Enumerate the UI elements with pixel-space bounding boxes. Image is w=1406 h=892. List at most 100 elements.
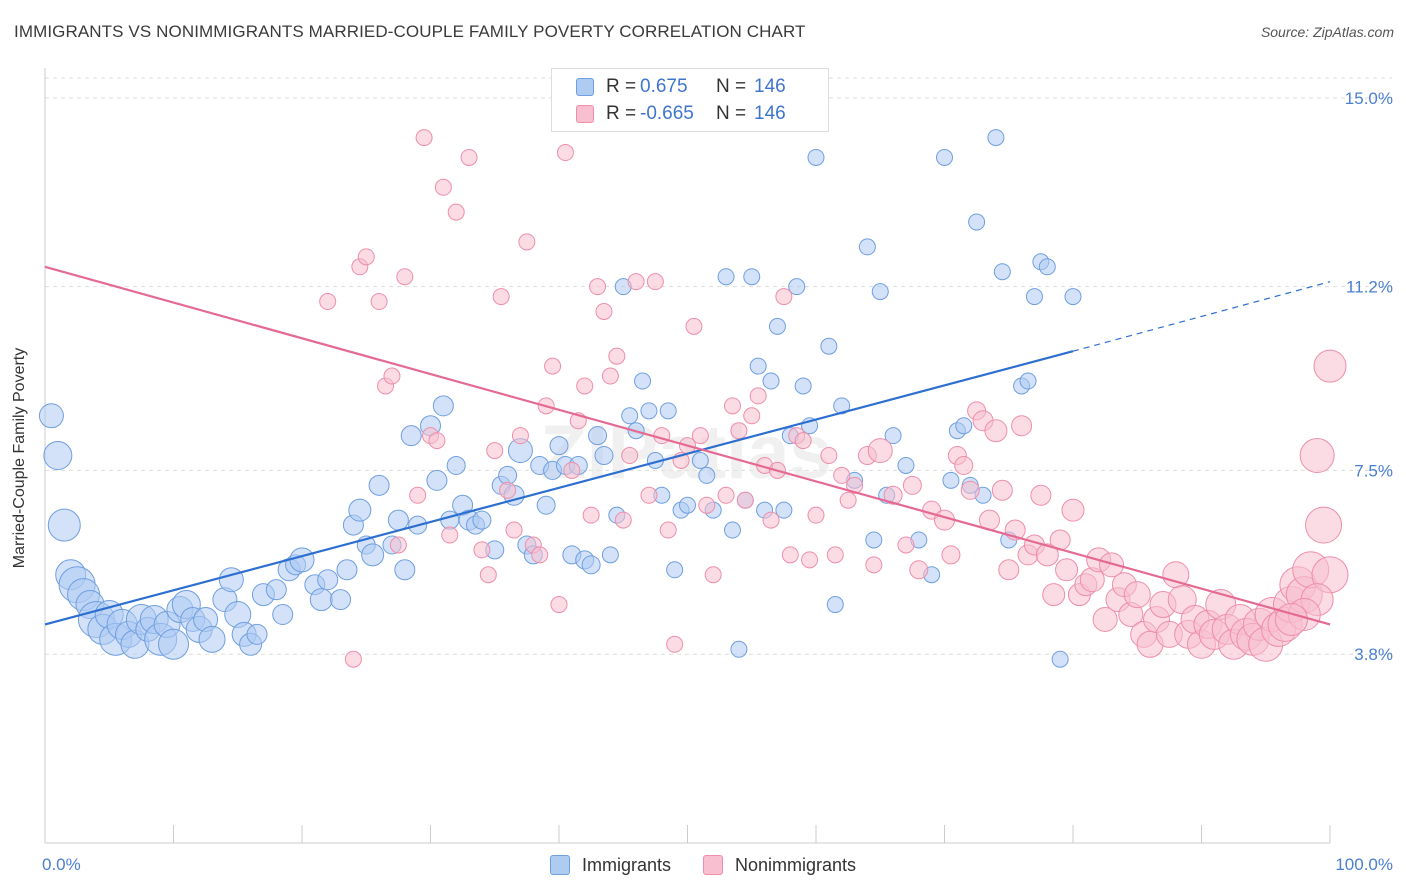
r-label: R = [606,76,637,97]
immigrant-point [993,263,1011,281]
immigrant-point [833,397,851,415]
nonimmigrant-point [984,419,1008,443]
immigrant-point [1038,258,1056,276]
immigrant-point [432,395,454,417]
immigrant-point [1051,650,1069,668]
r-value: -0.665 [640,103,694,124]
legend-item-nonimmigrants[interactable]: Nonimmigrants [702,854,857,876]
immigrant-point [218,567,244,593]
immigrant-point [38,403,64,429]
nonimmigrant-point [531,546,549,564]
nonimmigrant-point [807,506,825,524]
immigrant-point [536,495,556,515]
nonimmigrants-swatch [576,105,594,123]
nonimmigrant-point [839,491,857,509]
nonimmigrant-point [1042,583,1066,607]
nonimmigrant-point [775,288,793,306]
immigrant-point [865,531,883,549]
nonimmigrant-point [691,427,709,445]
nonimmigrant-point [1305,506,1343,544]
immigrant-point [717,268,735,286]
immigrant-point [330,589,352,611]
immigrant-point [588,426,608,446]
nonimmigrant-point [781,546,799,564]
nonimmigrant-point [627,273,645,291]
nonimmigrant-point [736,491,754,509]
nonimmigrant-point [902,475,922,495]
n-value: 146 [754,76,786,97]
r-label: R = [606,103,637,124]
nonimmigrant-point [518,233,536,251]
nonimmigrant-point [576,377,594,395]
y-tick-label: 3.8% [1354,645,1393,664]
nonimmigrant-point [383,367,401,385]
nonimmigrant-point [998,559,1020,581]
nonimmigrant-point [801,551,819,569]
immigrant-point [549,436,569,456]
legend-label: Nonimmigrants [734,854,857,875]
immigrant-point [730,640,748,658]
nonimmigrant-point [1011,415,1033,437]
nonimmigrant-point [544,357,562,375]
immigrant-point [955,417,973,435]
legend-item-immigrants[interactable]: Immigrants [549,854,671,876]
nonimmigrant-point [1035,543,1059,567]
nonimmigrant-point [1123,581,1151,609]
immigrant-point [679,496,696,514]
source-label: Source: ZipAtlas.com [1260,24,1394,40]
nonimmigrant-point [1099,552,1125,578]
immigrant-point [198,625,226,653]
nonimmigrant-point [357,248,375,266]
immigrant-point [659,402,677,420]
immigrants-points [38,129,1082,668]
nonimmigrant-point [1274,602,1308,636]
nonimmigrant-point [730,422,748,440]
immigrant-point [387,509,409,531]
nonimmigrant-point [434,178,452,196]
immigrant-point [871,283,889,301]
immigrant-point [942,471,960,489]
nonimmigrant-point [846,476,864,494]
immigrant-point [826,596,844,614]
nonimmigrant-point [499,481,517,499]
nonimmigrants-trend-line [44,265,1331,626]
nonimmigrant-point [960,480,980,500]
nonimmigrant-point [640,486,658,504]
immigrant-point [807,148,825,166]
nonimmigrant-point [820,447,838,465]
nonimmigrant-point [614,511,632,529]
nonimmigrant-point [941,545,961,565]
nonimmigrant-point [749,387,767,405]
correlation-legend: R = 0.675 N = 146 R = -0.665 N = 146 [551,68,829,132]
nonimmigrant-point [743,407,761,425]
nonimmigrant-point [794,432,812,450]
nonimmigrant-point [1030,484,1052,506]
trend-lines [44,265,1331,626]
nonimmigrant-point [447,203,465,221]
immigrant-point [1025,288,1043,306]
nonimmigrant-point [608,347,626,365]
immigrant-point [394,559,416,581]
nonimmigrant-point [897,536,915,554]
immigrant-point [47,508,81,542]
nonimmigrant-point [415,129,433,147]
nonimmigrants-points [319,129,1349,668]
legend-label: Immigrants [581,854,671,875]
nonimmigrant-point [723,397,741,415]
immigrant-point [743,268,761,286]
immigrant-point [897,456,915,474]
nonimmigrant-point [685,317,703,335]
nonimmigrant-point [409,486,427,504]
nonimmigrant-point [762,511,780,529]
nonimmigrant-point [492,288,510,306]
immigrant-point [361,543,385,567]
n-value: 146 [754,103,786,124]
immigrant-point [309,588,333,612]
y-tick-label: 11.2% [1346,278,1393,297]
immigrant-point [858,238,876,256]
immigrant-point [348,498,372,522]
immigrant-point [472,510,492,530]
immigrant-point [581,555,601,575]
immigrant-point [317,569,339,591]
immigrant-point [601,546,619,564]
